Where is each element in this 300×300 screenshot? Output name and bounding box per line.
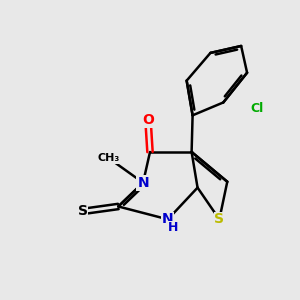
Text: CH₃: CH₃ — [97, 153, 119, 163]
Text: Cl: Cl — [250, 102, 264, 115]
Text: N: N — [162, 212, 174, 226]
Text: S: S — [214, 212, 224, 226]
Text: S: S — [78, 204, 88, 218]
Text: H: H — [168, 221, 178, 234]
Text: N: N — [137, 176, 149, 190]
Text: O: O — [142, 113, 154, 127]
